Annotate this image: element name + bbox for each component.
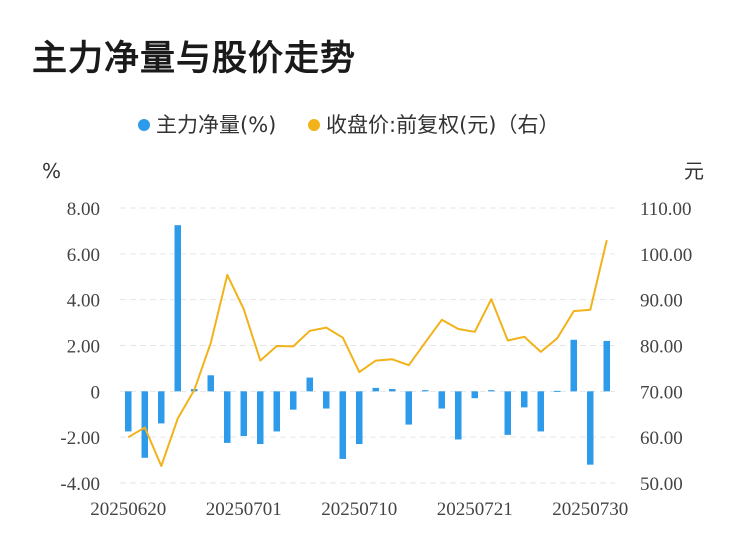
bar [224,391,231,443]
bar [273,391,280,432]
bar [405,391,412,425]
bar [504,391,511,435]
x-axis-tick-label: 20250721 [437,499,513,520]
bar-series [125,225,610,465]
x-axis-tick-label: 20250730 [552,499,628,520]
right-axis-tick-label: 90.00 [640,291,683,312]
bar [306,377,313,392]
bar [158,391,165,424]
bar [537,391,544,432]
left-axis-labels: 8.00 6.00 4.00 2.00 0 -2.00 -4.00 [60,199,100,495]
bar [554,390,561,392]
left-axis-tick-label: 2.00 [67,337,100,358]
left-axis-tick-label: -2.00 [60,428,100,449]
legend: 主力净量(%) 收盘价:前复权(元)（右） [138,113,559,137]
left-axis-tick-label: 0 [91,382,101,403]
price-line [127,239,608,467]
page-title: 主力净量与股价走势 [32,39,357,79]
right-axis-tick-label: 110.00 [640,199,692,220]
bar [257,391,264,445]
x-axis-tick-label: 20250620 [90,499,166,520]
bar [240,391,247,437]
left-axis-tick-label: 8.00 [67,199,100,220]
left-axis-unit: % [42,159,61,183]
left-axis-tick-label: 4.00 [67,291,100,312]
bar [603,340,610,392]
x-axis-tick-label: 20250701 [206,499,282,520]
bar [455,391,462,440]
bar [570,339,577,392]
bar [372,387,379,392]
right-axis-unit: 元 [684,159,704,183]
bar [422,390,429,392]
line-series [127,239,608,467]
gridlines [120,207,615,484]
bar [356,391,363,445]
legend-bar-marker [138,119,150,131]
right-axis-tick-label: 70.00 [640,382,683,403]
legend-line-marker [308,119,320,131]
bar [339,391,346,459]
bar [438,391,445,409]
legend-bar-label: 主力净量(%) [156,113,276,137]
bar [174,225,181,392]
bar [587,391,594,465]
right-axis-labels: 110.00 100.00 90.00 80.00 70.00 60.00 50.00 [640,199,692,495]
bar [488,390,495,392]
bar [471,391,478,399]
bar [290,391,297,410]
left-axis-tick-label: -4.00 [60,474,100,495]
bar [125,391,132,432]
x-axis-labels: 20250620 20250701 20250710 20250721 20250730 [90,499,628,520]
right-axis-tick-label: 100.00 [640,245,692,266]
x-axis-tick-label: 20250710 [321,499,397,520]
right-axis-tick-label: 80.00 [640,337,683,358]
left-axis-tick-label: 6.00 [67,245,100,266]
bar [389,389,396,392]
bar [521,391,528,408]
right-axis-tick-label: 60.00 [640,428,683,449]
right-axis-tick-label: 50.00 [640,474,683,495]
bar [141,391,148,458]
legend-line-label: 收盘价:前复权(元)（右） [326,113,559,137]
bar [207,375,214,392]
bar [323,391,330,409]
